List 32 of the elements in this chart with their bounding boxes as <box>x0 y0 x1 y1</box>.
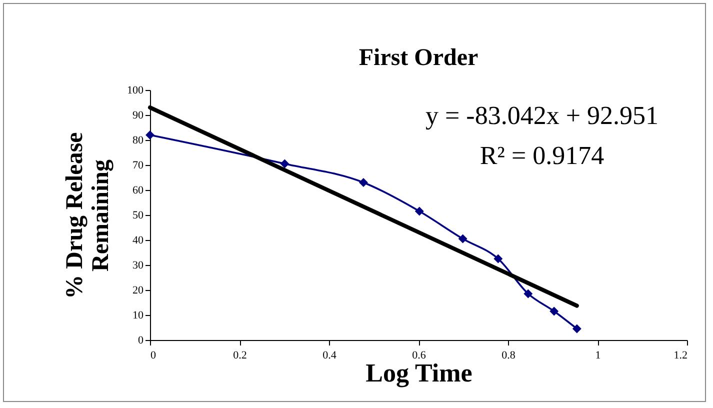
point <box>358 178 368 187</box>
point <box>572 324 582 334</box>
point <box>524 289 533 298</box>
x-tick-label: 0.8 <box>502 350 516 362</box>
annotation: y = -83.042x + 92.951 <box>426 101 658 130</box>
y-tick-label: 10 <box>132 310 144 322</box>
y-tick-label: 0 <box>138 334 144 346</box>
y-tick-label: 100 <box>127 84 144 96</box>
x-tick-label: 0.6 <box>412 350 426 362</box>
y-tick-label: 30 <box>132 260 144 272</box>
x-tick-label: 1 <box>595 350 601 362</box>
x-tick-label: 0 <box>150 350 156 362</box>
point <box>414 206 424 216</box>
x-axis-title: Log Time <box>366 358 472 388</box>
annotation: R² = 0.9174 <box>480 141 604 170</box>
y-tick-label: 60 <box>132 184 144 196</box>
x-tick-label: 1.2 <box>674 350 688 362</box>
y-axis-title: % Drug Release Remaining <box>62 132 114 299</box>
y-tick-label: 40 <box>132 234 144 246</box>
y-tick-label: 20 <box>132 284 144 296</box>
y-tick-label: 80 <box>132 134 144 146</box>
point <box>550 306 559 316</box>
x-tick-label: 0.4 <box>322 350 337 362</box>
x-tick-label: 0.2 <box>233 350 247 362</box>
point <box>146 130 154 140</box>
chart-title: First Order <box>358 45 478 71</box>
point <box>458 234 468 244</box>
y-tick-label: 90 <box>132 110 144 122</box>
y-tick-label: 70 <box>132 160 144 172</box>
y-tick-label: 50 <box>132 210 144 222</box>
point <box>280 159 290 168</box>
point <box>494 254 503 264</box>
